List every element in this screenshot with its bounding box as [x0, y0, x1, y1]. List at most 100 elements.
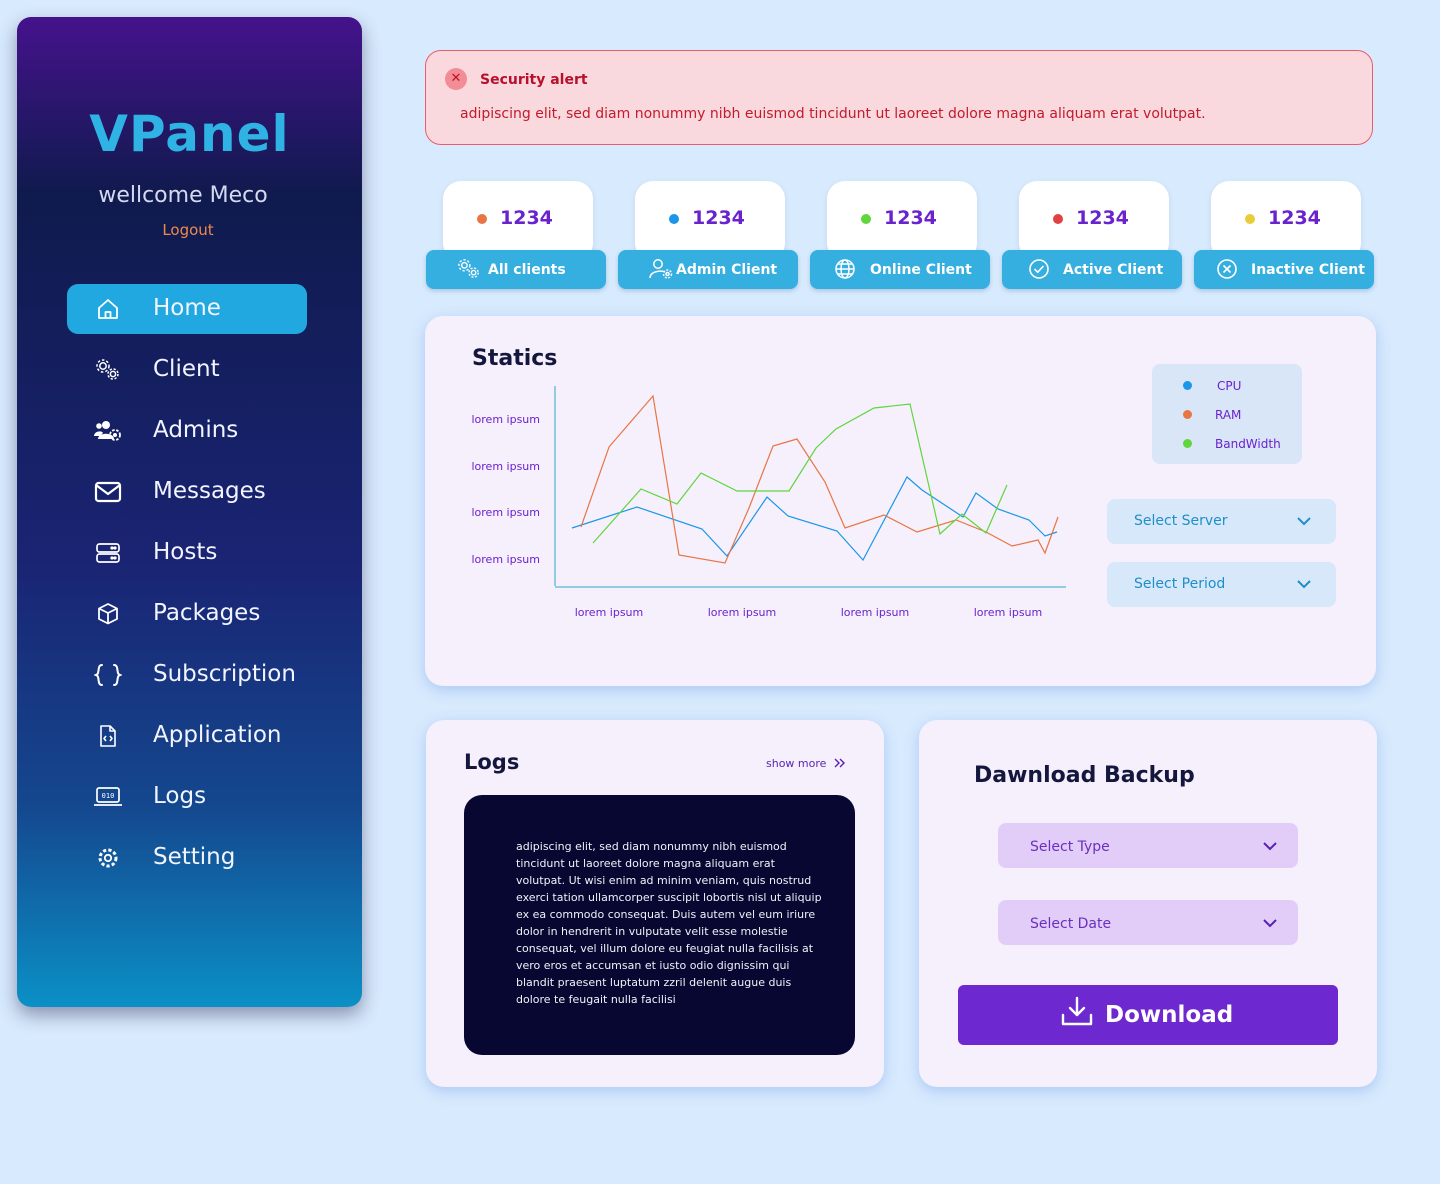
sidebar-item-messages[interactable]: Messages: [67, 467, 307, 517]
sidebar-item-label: Admins: [153, 417, 239, 443]
stat-label-bar: Online Client: [810, 250, 990, 289]
stat-card-inactive-client[interactable]: 1234 Inactive Client: [1194, 181, 1374, 289]
select-type-dropdown[interactable]: Select Type: [998, 823, 1298, 868]
box-icon: [93, 601, 123, 627]
status-dot: [477, 214, 487, 224]
sidebar-item-logs[interactable]: 010 Logs: [67, 772, 307, 822]
sidebar-item-label: Setting: [153, 844, 236, 870]
check-circle-icon: [1026, 257, 1052, 281]
select-type-value: Select Type: [1030, 839, 1110, 855]
status-dot: [1245, 214, 1255, 224]
select-date-dropdown[interactable]: Select Date: [998, 900, 1298, 945]
sidebar-item-hosts[interactable]: Hosts: [67, 528, 307, 578]
sidebar-item-label: Logs: [153, 783, 207, 809]
stat-value-panel: 1234: [1211, 181, 1361, 261]
stat-label: Inactive Client: [1251, 262, 1365, 278]
server-icon: [93, 540, 123, 566]
stat-label: All clients: [488, 262, 566, 278]
users-gear-icon: [93, 418, 123, 444]
logout-link[interactable]: Logout: [162, 221, 214, 239]
stat-label-bar: Active Client: [1002, 250, 1182, 289]
sidebar-item-label: Packages: [153, 600, 261, 626]
double-chevron-right-icon[interactable]: [834, 758, 846, 768]
chevron-down-icon: [1263, 842, 1277, 851]
status-dot: [669, 214, 679, 224]
stat-card-active-client[interactable]: 1234 Active Client: [1002, 181, 1182, 289]
stat-label-bar: Admin Client: [618, 250, 798, 289]
sidebar-item-client[interactable]: Client: [67, 345, 307, 395]
sidebar-item-home[interactable]: Home: [67, 284, 307, 334]
download-backup-card: Dawnload Backup Select Type Select Date …: [919, 720, 1377, 1087]
status-dot: [861, 214, 871, 224]
download-button[interactable]: Download: [958, 985, 1338, 1045]
stat-value-panel: 1234: [1019, 181, 1169, 261]
legend-swatch-ram: [1183, 410, 1192, 419]
sidebar-item-label: Subscription: [153, 661, 296, 687]
chevron-down-icon: [1263, 919, 1277, 928]
stat-value: 1234: [1268, 207, 1321, 229]
sidebar-item-application[interactable]: Application: [67, 711, 307, 761]
backup-title: Dawnload Backup: [974, 763, 1195, 788]
logs-content: adipiscing elit, sed diam nonummy nibh e…: [516, 840, 822, 1006]
download-icon: [1061, 996, 1093, 1026]
sidebar-item-label: Messages: [153, 478, 266, 504]
sidebar-item-label: Home: [153, 295, 221, 321]
legend-swatch-bandwidth: [1183, 439, 1192, 448]
statics-title: Statics: [472, 346, 558, 371]
status-dot: [1053, 214, 1063, 224]
select-date-value: Select Date: [1030, 916, 1112, 932]
stat-label-bar: Inactive Client: [1194, 250, 1374, 289]
stat-value: 1234: [692, 207, 745, 229]
stat-value: 1234: [500, 207, 553, 229]
stat-card-all-clients[interactable]: 1234 All clients: [426, 181, 606, 289]
select-server-value: Select Server: [1134, 513, 1228, 529]
stat-label: Online Client: [870, 262, 972, 278]
download-label: Download: [1105, 1002, 1234, 1028]
stat-label-bar: All clients: [426, 250, 606, 289]
series-line-cpu: [571, 476, 1058, 562]
legend-label-ram: RAM: [1215, 408, 1242, 422]
logs-console: adipiscing elit, sed diam nonummy nibh e…: [464, 795, 855, 1055]
sidebar-item-admins[interactable]: Admins: [67, 406, 307, 456]
close-alert-icon[interactable]: ✕: [445, 68, 467, 90]
sidebar-item-setting[interactable]: Setting: [67, 833, 307, 883]
stat-value: 1234: [1076, 207, 1129, 229]
x-tick-label: lorem ipsum: [841, 606, 910, 619]
stat-value-panel: 1234: [443, 181, 593, 261]
gears-icon: [93, 357, 123, 383]
sidebar-item-label: Application: [153, 722, 282, 748]
x-tick-label: lorem ipsum: [708, 606, 777, 619]
globe-icon: [832, 257, 858, 281]
stat-card-admin-client[interactable]: 1234 Admin Client: [618, 181, 798, 289]
svg-text:010: 010: [102, 792, 115, 800]
show-more-link[interactable]: show more: [766, 757, 827, 770]
legend-label-bandwidth: BandWidth: [1215, 437, 1281, 451]
sidebar: VPanel wellcome Meco Logout Home Client …: [17, 17, 362, 1007]
gear-icon: [93, 845, 123, 871]
stat-label: Active Client: [1063, 262, 1164, 278]
alert-message: adipiscing elit, sed diam nonummy nibh e…: [460, 106, 1206, 122]
y-tick-label: lorem ipsum: [471, 506, 540, 519]
stat-value-panel: 1234: [635, 181, 785, 261]
app-logo: VPanel: [89, 105, 290, 163]
user-gear-icon: [648, 257, 674, 281]
sidebar-item-subscription[interactable]: Subscription: [67, 650, 307, 700]
x-circle-icon: [1214, 257, 1240, 281]
welcome-text: wellcome Meco: [98, 183, 268, 208]
sidebar-item-label: Hosts: [153, 539, 218, 565]
chart-legend: CPU RAM BandWidth: [1152, 364, 1302, 464]
x-tick-label: lorem ipsum: [575, 606, 644, 619]
stat-value: 1234: [884, 207, 937, 229]
logs-card: Logs show more adipiscing elit, sed diam…: [426, 720, 884, 1087]
sidebar-item-packages[interactable]: Packages: [67, 589, 307, 639]
select-server-dropdown[interactable]: Select Server: [1107, 499, 1336, 544]
laptop-binary-icon: 010: [93, 784, 123, 810]
legend-label-cpu: CPU: [1217, 379, 1242, 393]
y-tick-label: lorem ipsum: [471, 460, 540, 473]
select-period-dropdown[interactable]: Select Period: [1107, 562, 1336, 607]
gears-icon: [456, 257, 482, 281]
home-icon: [93, 296, 123, 322]
braces-icon: [93, 662, 123, 688]
x-tick-label: lorem ipsum: [974, 606, 1043, 619]
stat-card-online-client[interactable]: 1234 Online Client: [810, 181, 990, 289]
